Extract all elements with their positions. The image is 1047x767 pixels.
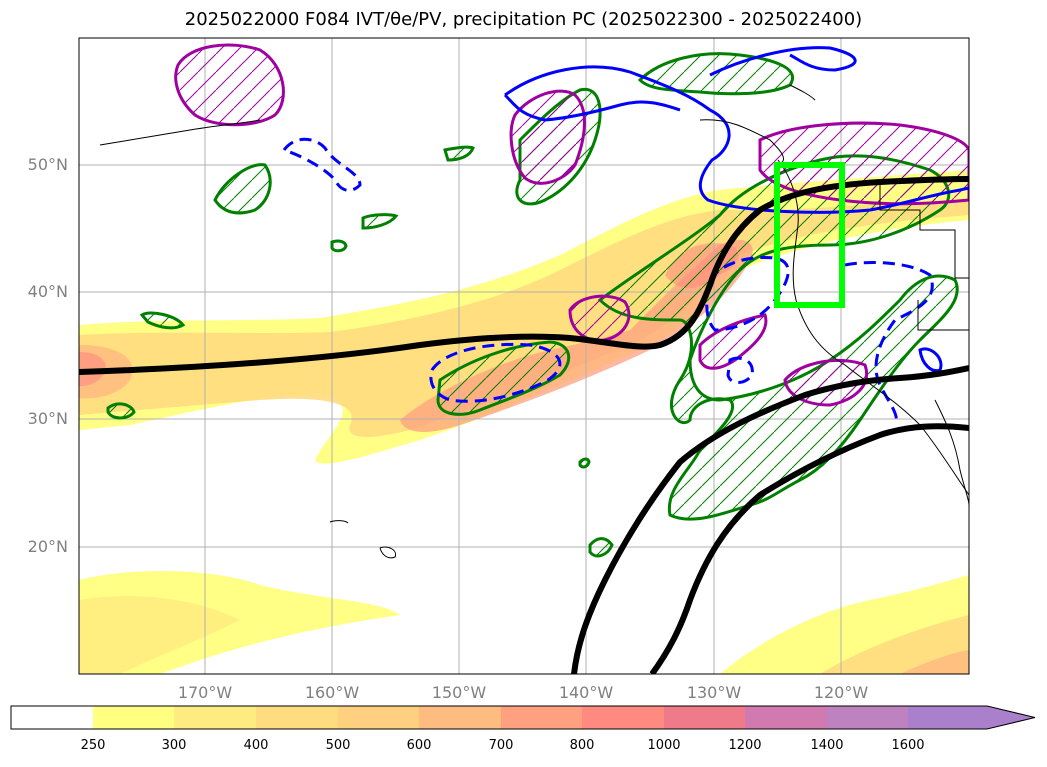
colorbar-tick-label: 1200 [728, 738, 762, 753]
colorbar-segment [419, 706, 501, 729]
colorbar-segment [664, 706, 745, 729]
colorbar-segment-under [11, 706, 93, 729]
colorbar-segment [256, 706, 338, 729]
lat-label-50n: 50°N [27, 155, 68, 174]
colorbar-outline [10, 705, 1036, 730]
colorbar-tick-label: 700 [488, 738, 514, 753]
target-region-box [774, 162, 845, 308]
lon-label-160w: 160°W [304, 683, 360, 702]
colorbar-segment [93, 706, 174, 729]
colorbar-segment [582, 706, 664, 729]
colorbar [10, 705, 1036, 730]
colorbar-tick-label: 1000 [647, 738, 681, 753]
lon-label-140w: 140°W [558, 683, 614, 702]
coastlines [99, 84, 969, 559]
lon-label-170w: 170°W [177, 683, 233, 702]
colorbar-segment [338, 706, 419, 729]
colorbar-segment [827, 706, 908, 729]
colorbar-tick-label: 600 [406, 738, 432, 753]
colorbar-segment [501, 706, 582, 729]
colorbar-tick-label: 800 [569, 738, 595, 753]
pv-contours [174, 43, 969, 407]
colorbar-segment [174, 706, 256, 729]
lon-label-150w: 150°W [431, 683, 487, 702]
lat-label-20n: 20°N [27, 537, 68, 556]
colorbar-tick-label: 400 [243, 738, 269, 753]
colorbar-segment [745, 706, 827, 729]
lat-label-30n: 30°N [27, 409, 68, 428]
figure-title: 2025022000 F084 IVT/θe/PV, precipitation… [184, 9, 863, 30]
colorbar-tick-label: 1400 [810, 738, 844, 753]
colorbar-tick-label: 250 [80, 738, 106, 753]
colorbar-tick-label: 500 [325, 738, 351, 753]
colorbar-tick-label: 300 [161, 738, 187, 753]
colorbar-tick-label: 1600 [891, 738, 925, 753]
colorbar-extend-arrow [908, 706, 1035, 729]
lon-label-120w: 120°W [813, 683, 869, 702]
lat-label-40n: 40°N [27, 282, 68, 301]
lon-label-130w: 130°W [686, 683, 742, 702]
map-frame [78, 37, 970, 675]
